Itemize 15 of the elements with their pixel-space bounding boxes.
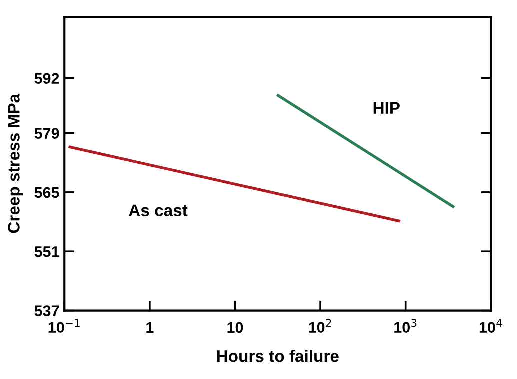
y-tick-label: 565	[34, 187, 60, 198]
y-tick-label: 551	[34, 246, 60, 258]
x-tick-label: 10$^{−1}$	[48, 319, 80, 334]
text: HIP	[374, 102, 400, 114]
x-tick-label: 10	[228, 322, 244, 334]
x-tick-label: 10$^{2}$	[309, 319, 332, 333]
y-axis-title: Creep stress MPa	[8, 94, 24, 234]
y-tick-label: 579	[34, 128, 60, 139]
x-axis-title: Hours to failure	[217, 350, 339, 362]
y-tick-label: 537	[34, 306, 60, 316]
y-tick-label: 592	[34, 73, 60, 84]
x-tick-label: 10$^{4}$	[480, 319, 502, 334]
x-tick-label: 1	[146, 322, 154, 333]
x-tick-label: 10$^{3}$	[394, 319, 417, 333]
series-label: As cast	[129, 204, 188, 216]
